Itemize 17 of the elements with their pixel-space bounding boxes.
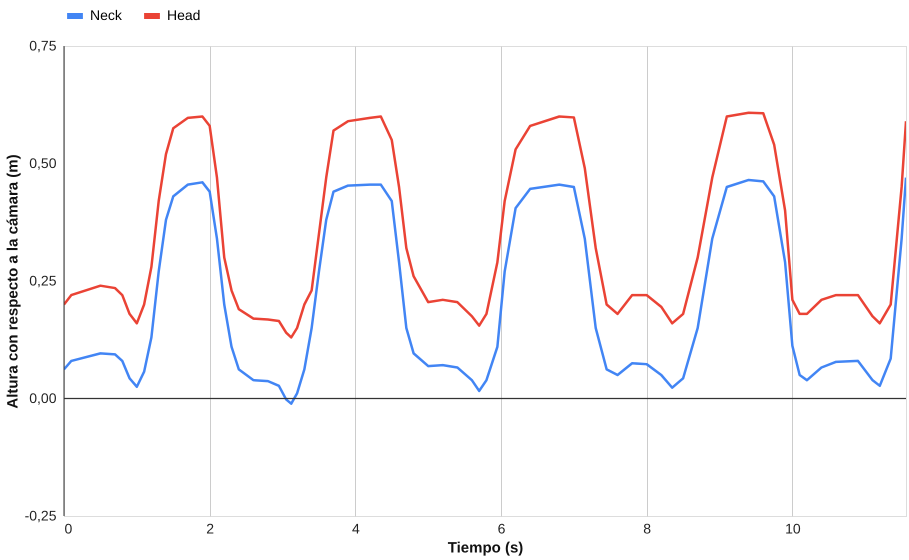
x-tick-label: 4 bbox=[352, 520, 360, 536]
x-tick-label: 0 bbox=[64, 520, 72, 536]
x-tick-label: 2 bbox=[206, 520, 214, 536]
x-tick-label: 10 bbox=[785, 520, 801, 536]
y-tick-label: -0,25 bbox=[24, 508, 57, 524]
y-tick-label: 0,75 bbox=[29, 38, 57, 54]
line-series bbox=[64, 176, 906, 405]
y-tick-label: 0,25 bbox=[29, 272, 57, 288]
y-tick-label: 0,00 bbox=[29, 390, 57, 406]
legend-label: Head bbox=[167, 7, 200, 23]
y-axis-title: Altura con respecto a la cámara (m) bbox=[4, 154, 22, 409]
y-tick-label: 0,50 bbox=[29, 155, 57, 171]
line-series bbox=[64, 111, 906, 339]
x-tick-label: 6 bbox=[498, 520, 506, 536]
x-tick-label: 8 bbox=[643, 520, 652, 536]
x-axis-title: Tiempo (s) bbox=[448, 540, 524, 556]
legend-label: Neck bbox=[90, 7, 123, 23]
